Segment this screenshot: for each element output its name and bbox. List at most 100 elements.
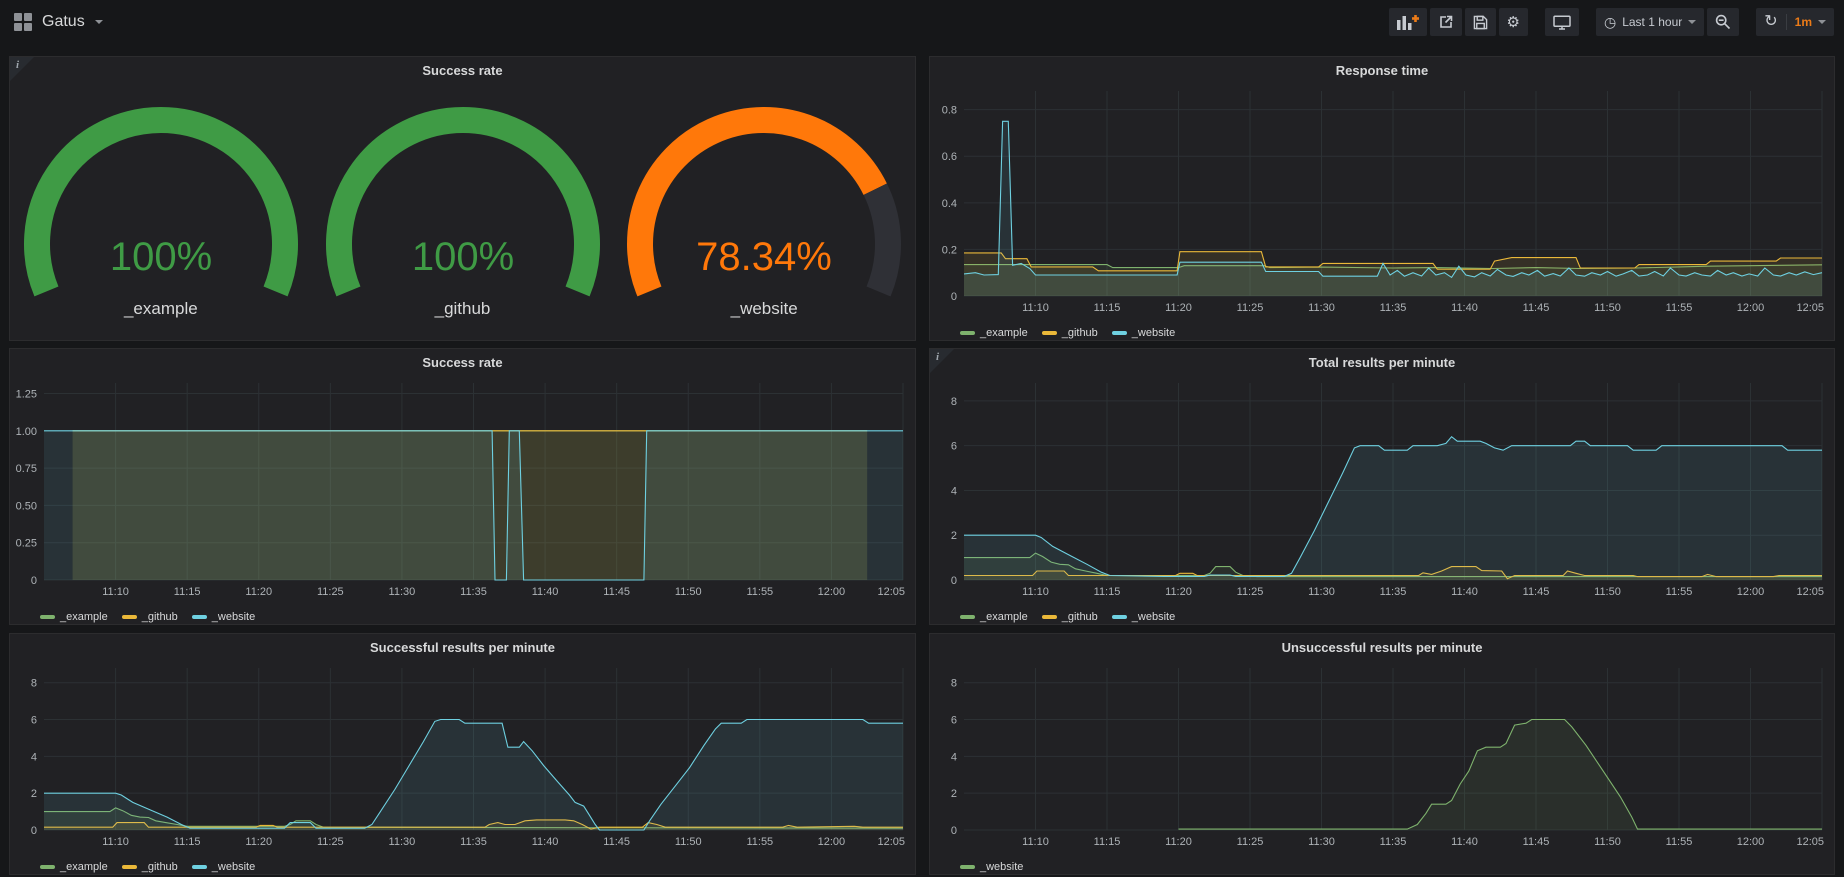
gauge-label: _website <box>731 299 798 319</box>
x-tick-label: 11:10 <box>1022 836 1049 848</box>
legend-item-_example[interactable]: _example <box>40 861 108 873</box>
refresh-button[interactable]: ↻ 1m <box>1756 8 1834 36</box>
legend: _example _github _website <box>930 323 1834 343</box>
legend-item-_example[interactable]: _example <box>960 327 1028 339</box>
x-tick-label: 11:20 <box>1165 836 1192 848</box>
x-tick-label: 11:55 <box>1666 586 1693 598</box>
panel-title[interactable]: Total results per minute <box>930 349 1834 375</box>
navbar: Gatus ⚙ <box>0 0 1844 44</box>
x-tick-label: 12:05 <box>1796 836 1824 848</box>
x-tick-label: 11:15 <box>1094 302 1121 314</box>
legend-item-_github[interactable]: _github <box>1042 611 1098 623</box>
y-tick-label: 0.6 <box>942 151 957 163</box>
info-icon[interactable]: i <box>936 351 939 363</box>
series-_website-fill <box>964 437 1822 580</box>
gauge-value: 78.34% <box>696 235 832 279</box>
gauge-value: 100% <box>411 235 513 279</box>
x-tick-label: 11:25 <box>1237 586 1264 598</box>
legend-item-_example[interactable]: _example <box>960 611 1028 623</box>
series-_website-fill <box>44 720 903 831</box>
divider <box>1786 14 1787 30</box>
legend-item-_example[interactable]: _example <box>40 611 108 623</box>
gauge-arc: 78.34% <box>614 83 914 297</box>
gauge-value: 100% <box>110 235 212 279</box>
plot-area[interactable]: 0246811:1011:1511:2011:2511:3011:3511:40… <box>930 375 1832 602</box>
time-range-picker[interactable]: ◷ Last 1 hour <box>1596 8 1704 36</box>
x-tick-label: 11:25 <box>317 836 344 848</box>
legend-item-_website[interactable]: _website <box>960 861 1023 873</box>
x-tick-label: 11:20 <box>245 586 272 598</box>
legend-item-_website[interactable]: _website <box>192 861 255 873</box>
dashboard-title[interactable]: Gatus <box>42 13 85 31</box>
plot-area[interactable]: 00.250.500.751.001.2511:1011:1511:2011:2… <box>10 375 913 602</box>
clock-icon: ◷ <box>1604 15 1616 29</box>
refresh-icon: ↻ <box>1764 14 1777 30</box>
x-tick-label: 11:35 <box>1380 302 1407 314</box>
x-tick-label: 11:25 <box>317 586 344 598</box>
time-range-label: Last 1 hour <box>1622 15 1682 29</box>
gauge-row: 100% _example 100% _github 78.34% _websi… <box>10 83 915 319</box>
x-tick-label: 11:45 <box>1523 586 1550 598</box>
y-tick-label: 0 <box>31 575 37 587</box>
zoom-out-icon <box>1715 14 1731 30</box>
x-tick-label: 11:55 <box>746 586 773 598</box>
y-tick-label: 0.4 <box>942 198 957 210</box>
plot-area[interactable]: 0246811:1011:1511:2011:2511:3011:3511:40… <box>10 660 913 852</box>
panel-title[interactable]: Unsuccessful results per minute <box>930 634 1834 660</box>
x-tick-label: 11:10 <box>102 586 129 598</box>
x-tick-label: 12:00 <box>1737 586 1765 598</box>
refresh-interval-label[interactable]: 1m <box>1795 15 1812 29</box>
x-tick-label: 12:00 <box>1737 836 1765 848</box>
legend-item-_github[interactable]: _github <box>1042 327 1098 339</box>
info-icon[interactable]: i <box>16 59 19 71</box>
legend-item-_website[interactable]: _website <box>1112 327 1175 339</box>
time-range-caret <box>1688 20 1696 24</box>
add-panel-button[interactable] <box>1389 8 1427 36</box>
legend: _example _github _website <box>10 857 915 877</box>
legend-item-_website[interactable]: _website <box>1112 611 1175 623</box>
share-button[interactable] <box>1430 8 1462 36</box>
x-tick-label: 12:05 <box>877 586 905 598</box>
panel-title[interactable]: Success rate <box>10 57 915 83</box>
legend-item-_github[interactable]: _github <box>122 861 178 873</box>
x-tick-label: 11:45 <box>1523 302 1550 314</box>
legend-swatch <box>960 331 975 335</box>
y-tick-label: 8 <box>31 678 37 690</box>
settings-button[interactable]: ⚙ <box>1499 8 1528 36</box>
y-tick-label: 8 <box>951 396 957 408</box>
plot-area[interactable]: 0246811:1011:1511:2011:2511:3011:3511:40… <box>930 660 1832 852</box>
save-icon <box>1473 15 1488 30</box>
gear-icon: ⚙ <box>1507 15 1520 30</box>
apps-grid-icon[interactable] <box>14 13 32 31</box>
panel-title[interactable]: Successful results per minute <box>10 634 915 660</box>
x-tick-label: 11:30 <box>1308 836 1335 848</box>
x-tick-label: 11:30 <box>389 586 416 598</box>
legend-item-_website[interactable]: _website <box>192 611 255 623</box>
legend-swatch <box>1112 331 1127 335</box>
save-button[interactable] <box>1465 8 1496 36</box>
y-tick-label: 4 <box>31 751 37 763</box>
monitor-icon <box>1553 15 1571 30</box>
x-tick-label: 12:00 <box>818 586 846 598</box>
panel-title[interactable]: Response time <box>930 57 1834 83</box>
x-tick-label: 11:20 <box>1165 302 1192 314</box>
legend-item-_github[interactable]: _github <box>122 611 178 623</box>
legend-swatch <box>192 865 207 869</box>
plot-area[interactable]: 00.20.40.60.811:1011:1511:2011:2511:3011… <box>930 83 1832 318</box>
y-tick-label: 0 <box>951 825 957 837</box>
cycle-view-button[interactable] <box>1545 8 1579 36</box>
gauge-_example: 100% _example <box>10 83 312 319</box>
y-tick-label: 4 <box>951 751 957 763</box>
x-tick-label: 11:40 <box>532 586 559 598</box>
panel-title[interactable]: Success rate <box>10 349 915 375</box>
x-tick-label: 11:50 <box>675 836 702 848</box>
x-tick-label: 11:20 <box>245 836 272 848</box>
panel-success-rate-gauges: Success rate i 100% _example 100% _githu… <box>9 56 916 341</box>
zoom-out-button[interactable] <box>1707 8 1739 36</box>
panel-successful-results-per-minute: Successful results per minute0246811:101… <box>9 633 916 875</box>
y-tick-label: 6 <box>31 715 37 727</box>
y-tick-label: 1.25 <box>16 388 37 400</box>
dashboard-dropdown-caret[interactable] <box>95 20 103 24</box>
x-tick-label: 11:20 <box>1165 586 1192 598</box>
legend: _example _github _website <box>930 607 1834 627</box>
